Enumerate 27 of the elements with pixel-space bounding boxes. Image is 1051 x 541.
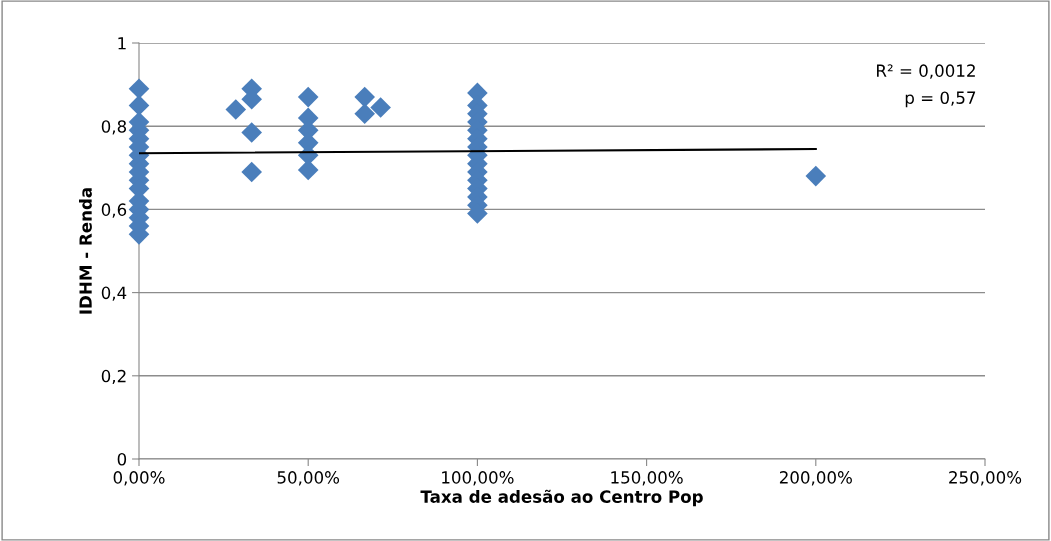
annotation: R² = 0,0012 xyxy=(877,64,975,79)
y-axis-title: IDHM - Renda xyxy=(79,188,92,314)
y-tick-label: 0 xyxy=(117,452,127,466)
point xyxy=(354,103,376,125)
point xyxy=(225,99,247,120)
y-tick-label: 0,2 xyxy=(101,369,126,385)
x-tick-label: 100,00% xyxy=(442,471,514,486)
y-tick-label: 0,8 xyxy=(101,120,127,135)
point xyxy=(128,95,150,116)
point xyxy=(241,161,262,183)
y-tick-label: 1 xyxy=(118,37,126,50)
point xyxy=(297,86,319,108)
x-tick-label: 200,00% xyxy=(779,471,852,486)
point xyxy=(241,122,262,143)
point xyxy=(354,86,376,108)
x-tick-label: 150,00% xyxy=(611,471,683,486)
point xyxy=(128,78,150,100)
x-tick-label: 0,00% xyxy=(113,471,165,486)
point xyxy=(370,97,391,118)
point xyxy=(297,159,319,181)
annotation: p = 0,57 xyxy=(905,91,976,108)
x-tick-label: 250,00% xyxy=(949,471,1022,486)
x-axis-title: Taxa de adesão ao Centro Pop xyxy=(420,489,703,507)
y-tick-label: 0,4 xyxy=(101,286,127,301)
x-tick-label: 50,00% xyxy=(277,471,340,486)
y-tick-label: 0,6 xyxy=(101,203,127,218)
point xyxy=(805,165,827,187)
